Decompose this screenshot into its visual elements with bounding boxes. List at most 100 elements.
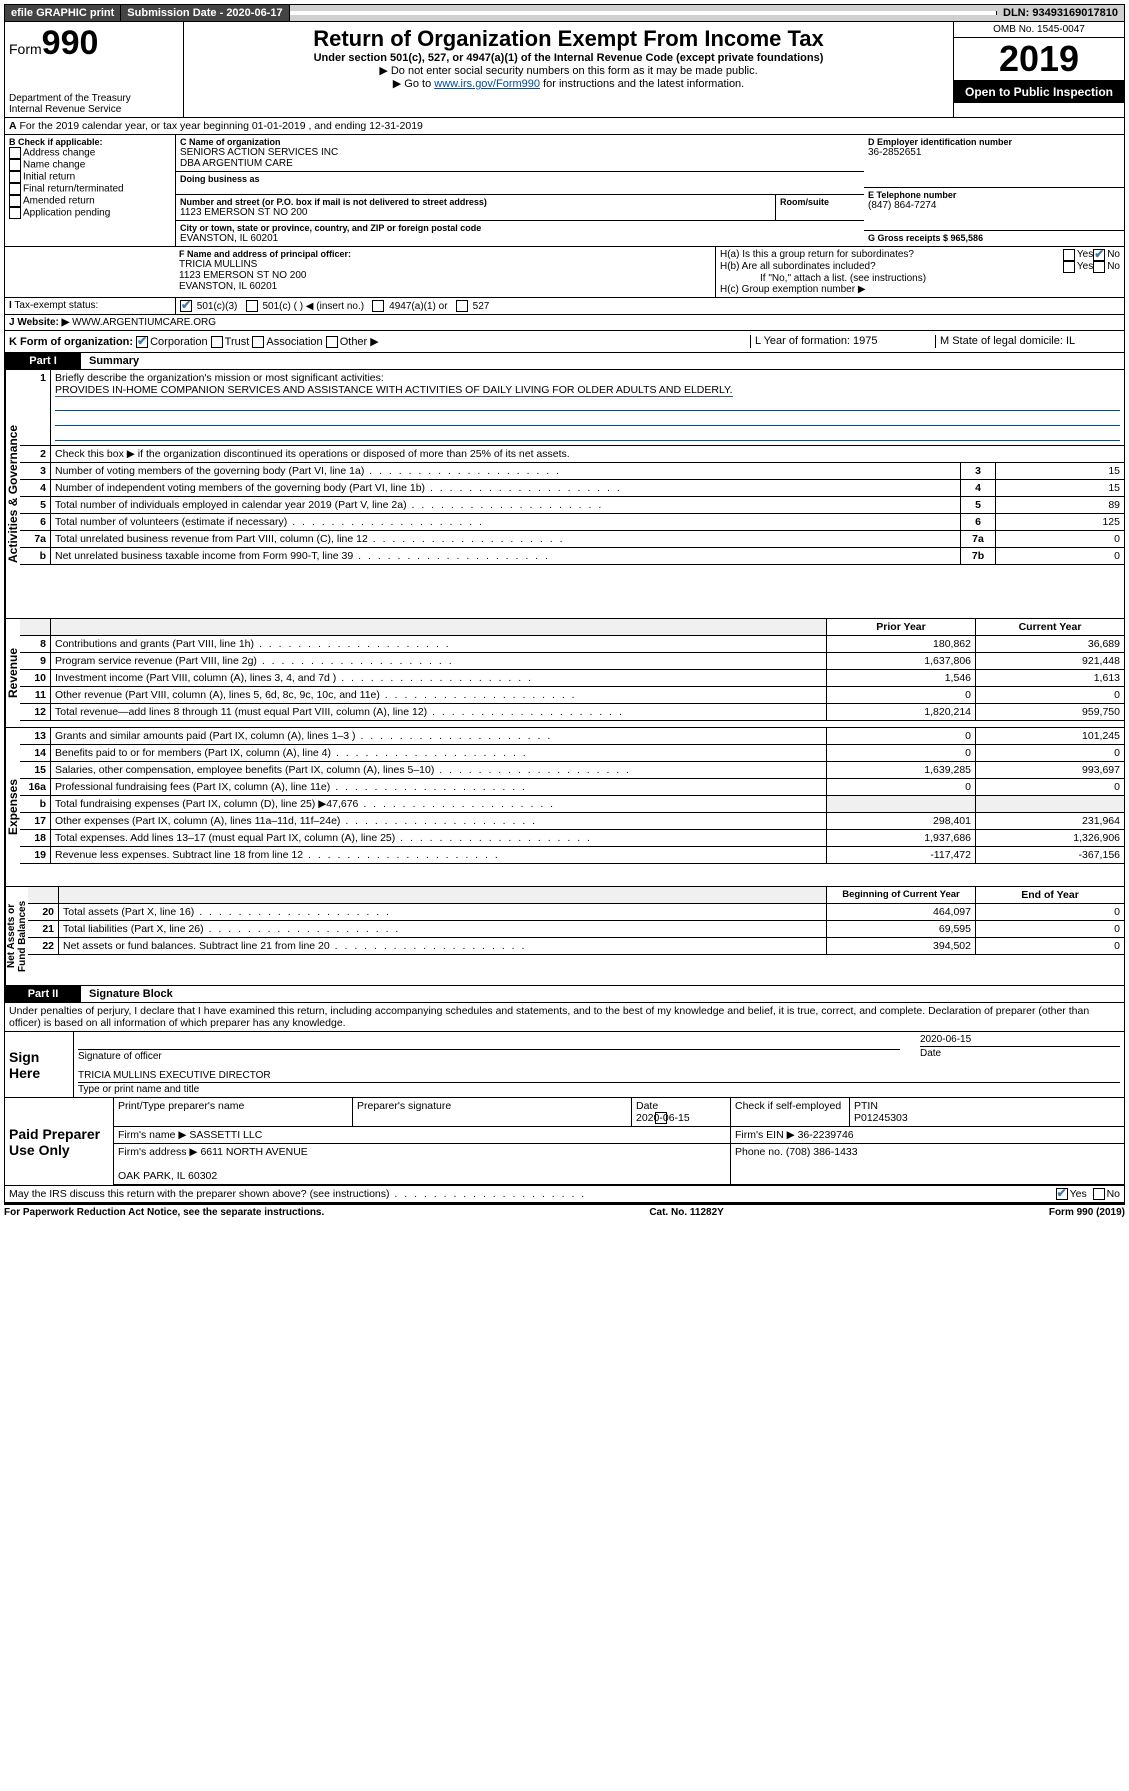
part2-header: Part II Signature Block: [4, 986, 1125, 1003]
boxb-item: Amended return: [9, 195, 171, 207]
boxb-check[interactable]: [9, 159, 21, 171]
boxb-item: Name change: [9, 159, 171, 171]
part2-tag: Part II: [5, 986, 81, 1002]
table-row: 4Number of independent voting members of…: [20, 480, 1124, 497]
hb-no[interactable]: [1093, 261, 1105, 273]
boxb-check[interactable]: [9, 147, 21, 159]
gross-receipts: G Gross receipts $ 965,586: [868, 233, 983, 243]
part1-expenses: Expenses 13Grants and similar amounts pa…: [4, 728, 1125, 887]
col-prior: Prior Year: [827, 619, 976, 636]
taxexempt-check[interactable]: [246, 300, 258, 312]
part2-title: Signature Block: [81, 986, 181, 1002]
footer-mid: Cat. No. 11282Y: [649, 1207, 723, 1218]
taxexempt-check[interactable]: [372, 300, 384, 312]
boxb-item: Application pending: [9, 207, 171, 219]
top-bar: efile GRAPHIC print Submission Date - 20…: [4, 4, 1125, 22]
discuss-yes[interactable]: [1056, 1188, 1068, 1200]
table-row: 19Revenue less expenses. Subtract line 1…: [20, 847, 1124, 864]
page-footer: For Paperwork Reduction Act Notice, see …: [4, 1203, 1125, 1218]
table-row: 15Salaries, other compensation, employee…: [20, 762, 1124, 779]
table-row: 18Total expenses. Add lines 13–17 (must …: [20, 830, 1124, 847]
sign-here-row: Sign Here Signature of officer 2020-06-1…: [4, 1032, 1125, 1098]
part1-header: Part I Summary: [4, 353, 1125, 370]
part1-tag: Part I: [5, 353, 81, 369]
org-name: SENIORS ACTION SERVICES INC DBA ARGENTIU…: [180, 147, 860, 169]
table-row: bTotal fundraising expenses (Part IX, co…: [20, 796, 1124, 813]
q2: Check this box ▶ if the organization dis…: [51, 446, 1125, 463]
table-row: 11Other revenue (Part VIII, column (A), …: [20, 687, 1124, 704]
table-row: 17Other expenses (Part IX, column (A), l…: [20, 813, 1124, 830]
k-corporation[interactable]: [136, 336, 148, 348]
street-address: 1123 EMERSON ST NO 200: [180, 207, 771, 218]
city-state-zip: EVANSTON, IL 60201: [180, 233, 860, 244]
firm-phone-label: Phone no.: [735, 1146, 783, 1158]
box-b: B Check if applicable: Address changeNam…: [5, 135, 176, 246]
ha-no[interactable]: [1093, 249, 1105, 261]
self-emp: Check if self-employed: [735, 1100, 841, 1112]
line-klm: K Form of organization: Corporation Trus…: [4, 331, 1125, 353]
table-row: 8Contributions and grants (Part VIII, li…: [20, 636, 1124, 653]
prep-name-label: Print/Type preparer's name: [114, 1098, 353, 1127]
vlabel-expenses: Expenses: [5, 728, 20, 886]
bcdeg-block: B Check if applicable: Address changeNam…: [4, 135, 1125, 247]
officer-name: TRICIA MULLINS EXECUTIVE DIRECTOR: [78, 1070, 1120, 1083]
part1-body: Activities & Governance 1 Briefly descri…: [4, 370, 1125, 619]
efile-graphic-btn[interactable]: efile GRAPHIC print: [5, 5, 121, 21]
discuss-no[interactable]: [1093, 1188, 1105, 1200]
footer-left: For Paperwork Reduction Act Notice, see …: [4, 1207, 324, 1218]
dln: DLN: 93493169017810: [997, 5, 1124, 21]
self-emp-check[interactable]: [655, 1112, 667, 1124]
k-other[interactable]: [326, 336, 338, 348]
sig-officer-label: Signature of officer: [78, 1051, 900, 1062]
footer-right: Form 990 (2019): [1049, 1207, 1125, 1218]
table-row: 21Total liabilities (Part X, line 26)69,…: [28, 921, 1124, 938]
paid-preparer-label: Paid Preparer Use Only: [5, 1098, 114, 1185]
boxb-check[interactable]: [9, 195, 21, 207]
fh-block: F Name and address of principal officer:…: [4, 247, 1125, 298]
title-box: Return of Organization Exempt From Incom…: [184, 22, 953, 117]
h-note: If "No," attach a list. (see instruction…: [720, 273, 1120, 284]
paid-preparer-row: Paid Preparer Use Only Print/Type prepar…: [4, 1098, 1125, 1186]
ha-label: H(a) Is this a group return for subordin…: [720, 249, 1063, 261]
prep-sig-label: Preparer's signature: [353, 1098, 632, 1127]
boxb-check[interactable]: [9, 207, 21, 219]
irs-link[interactable]: www.irs.gov/Form990: [434, 78, 540, 90]
table-row: 6Total number of volunteers (estimate if…: [20, 514, 1124, 531]
table-row: 16aProfessional fundraising fees (Part I…: [20, 779, 1124, 796]
taxexempt-check[interactable]: [180, 300, 192, 312]
line-m: M State of legal domicile: IL: [935, 335, 1120, 348]
boxb-check[interactable]: [9, 183, 21, 195]
ha-yes[interactable]: [1063, 249, 1075, 261]
website-label: J Website: ▶: [9, 317, 69, 328]
table-row: 14Benefits paid to or for members (Part …: [20, 745, 1124, 762]
part1-title: Summary: [81, 353, 147, 369]
part1-netassets: Net Assets or Fund Balances Beginning of…: [4, 887, 1125, 986]
taxexempt-check[interactable]: [456, 300, 468, 312]
table-row: 3Number of voting members of the governi…: [20, 463, 1124, 480]
part1-revenue: Revenue bPrior YearCurrent Year 8Contrib…: [4, 619, 1125, 728]
form-subtitle: Under section 501(c), 527, or 4947(a)(1)…: [188, 52, 949, 64]
phone-value: (847) 864-7274: [868, 200, 1120, 211]
box-f: F Name and address of principal officer:…: [175, 247, 716, 297]
table-row: 9Program service revenue (Part VIII, lin…: [20, 653, 1124, 670]
discuss-row: May the IRS discuss this return with the…: [4, 1186, 1125, 1203]
firm-name-label: Firm's name ▶: [118, 1129, 186, 1141]
hb-yes[interactable]: [1063, 261, 1075, 273]
table-row: 12Total revenue—add lines 8 through 11 (…: [20, 704, 1124, 721]
vlabel-netassets: Net Assets or Fund Balances: [5, 887, 28, 985]
table-row: 5Total number of individuals employed in…: [20, 497, 1124, 514]
submission-date: Submission Date - 2020-06-17: [121, 5, 289, 21]
table-row: 20Total assets (Part X, line 16)464,0970: [28, 904, 1124, 921]
firm-ein: 36-2239746: [798, 1129, 854, 1141]
website-value: WWW.ARGENTIUMCARE.ORG: [72, 317, 216, 328]
k-association[interactable]: [252, 336, 264, 348]
k-trust[interactable]: [211, 336, 223, 348]
hc-label: H(c) Group exemption number ▶: [720, 284, 1120, 295]
boxb-check[interactable]: [9, 171, 21, 183]
boxb-item: Final return/terminated: [9, 183, 171, 195]
line-a: A For the 2019 calendar year, or tax yea…: [4, 118, 1125, 135]
mission-text: PROVIDES IN-HOME COMPANION SERVICES AND …: [55, 384, 733, 397]
form-id-box: Form990 Department of the Treasury Inter…: [5, 22, 184, 117]
governance-table: 1 Briefly describe the organization's mi…: [20, 370, 1124, 565]
discuss-label: May the IRS discuss this return with the…: [9, 1188, 1056, 1200]
